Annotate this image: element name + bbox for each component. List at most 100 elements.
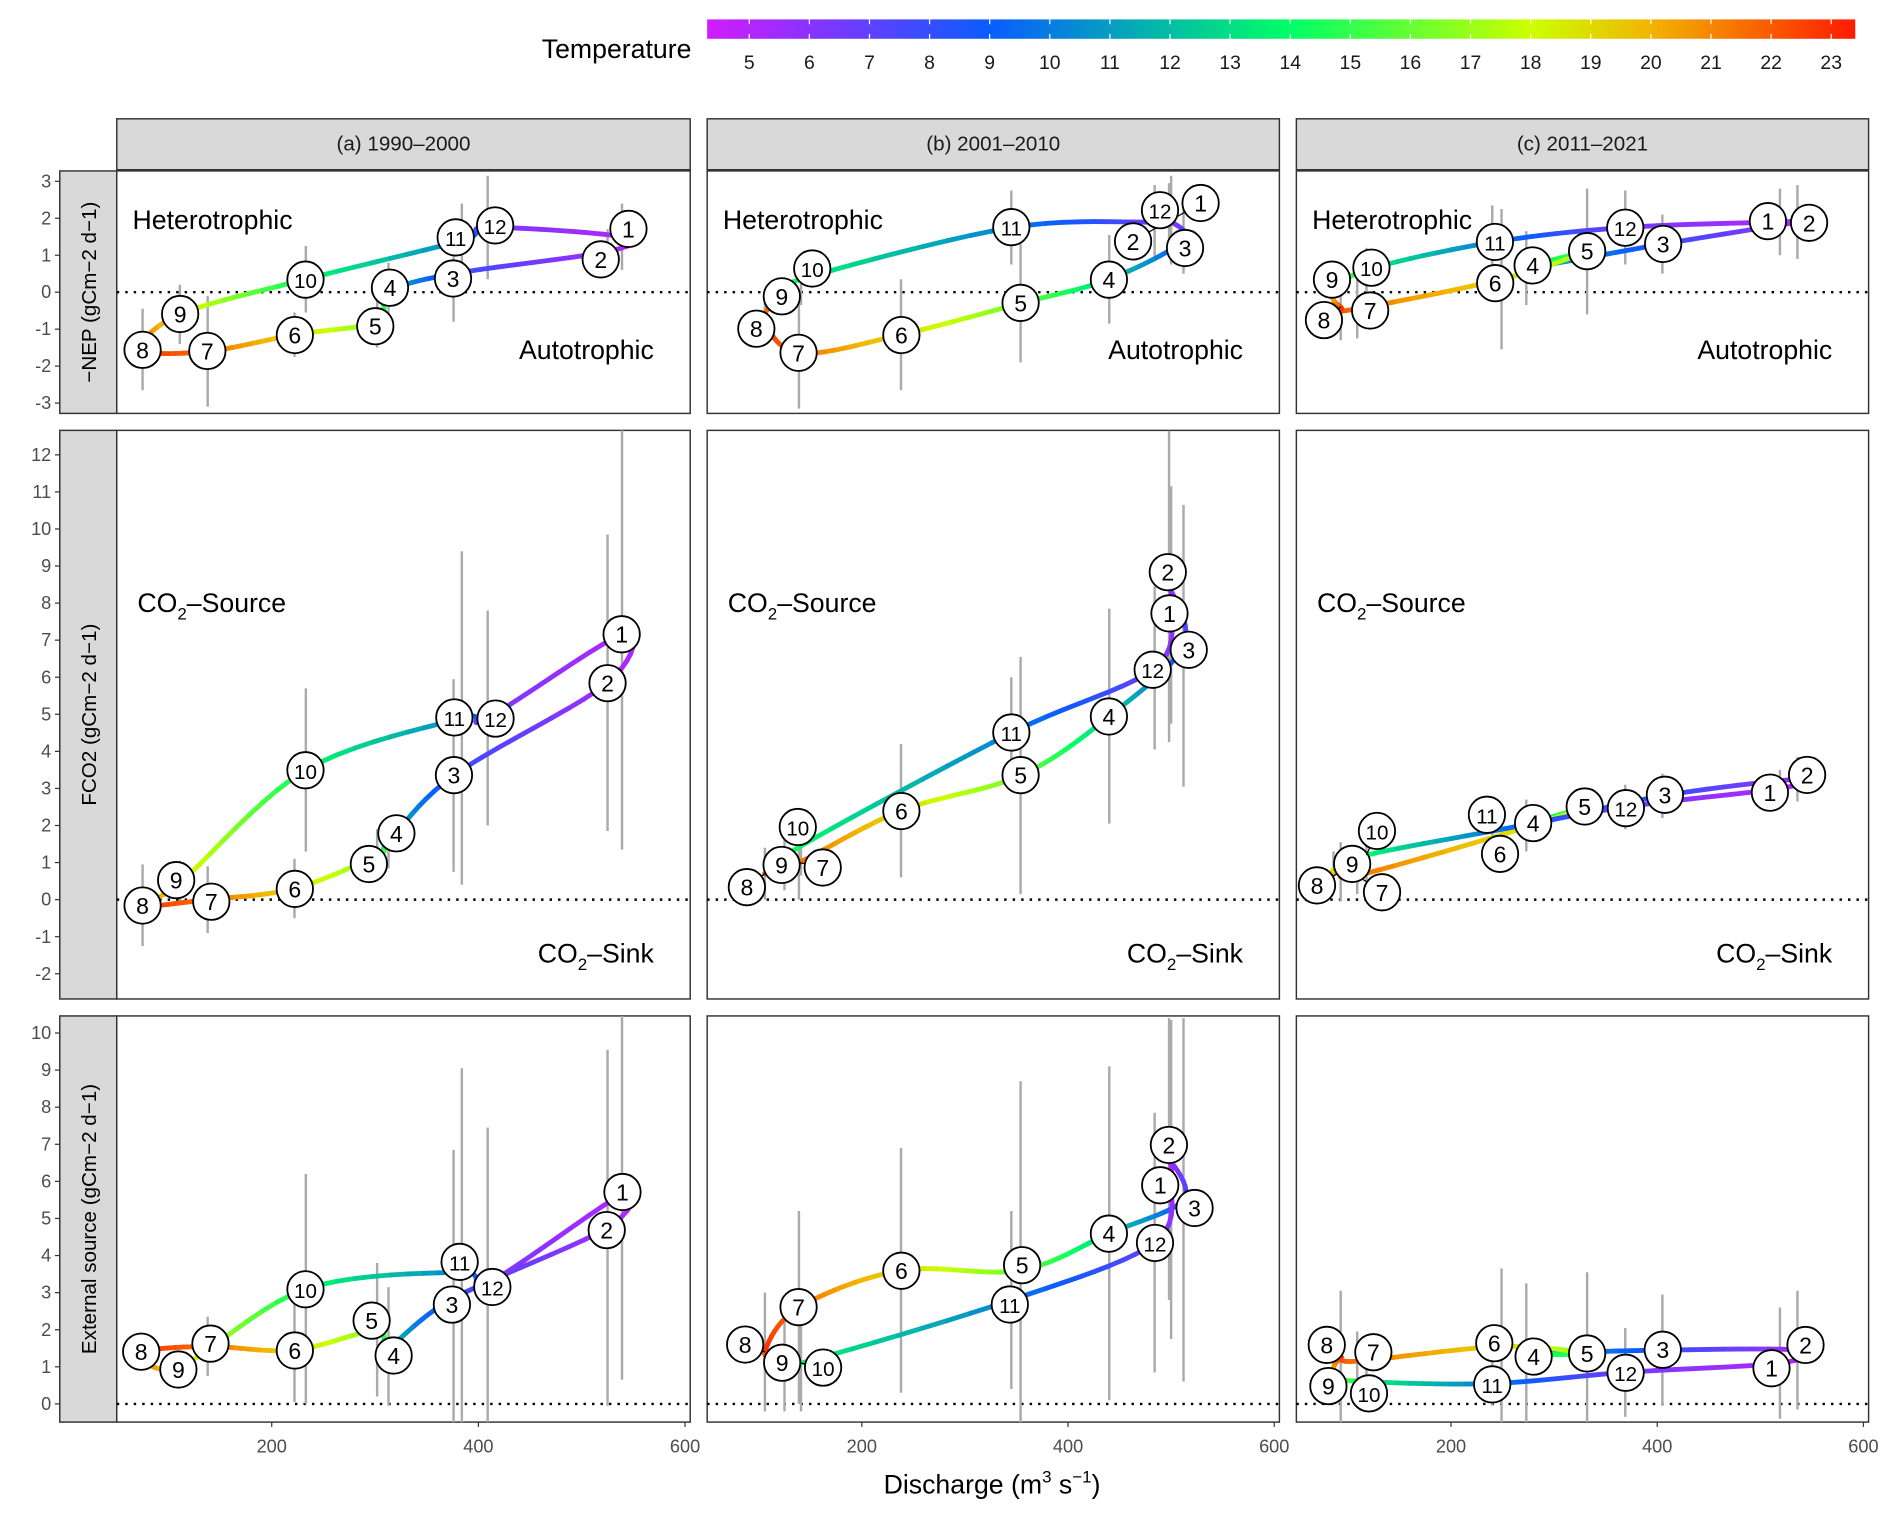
trajectory-segment — [586, 641, 606, 656]
month-marker: 7 — [191, 1324, 230, 1363]
month-marker: 8 — [122, 1332, 161, 1371]
y-tick-label: 7 — [41, 630, 51, 650]
trajectory-segment — [1026, 1285, 1049, 1297]
trajectory-segment — [522, 226, 544, 232]
trajectory-segment — [478, 264, 501, 272]
legend-title: Temperature — [542, 34, 692, 64]
y-tick-label: 5 — [41, 1209, 51, 1229]
trajectory-segment — [538, 1235, 560, 1252]
month-label: 1 — [1763, 780, 1776, 806]
source-label: CO2–Source — [1317, 588, 1466, 623]
month-marker: 2 — [588, 664, 627, 703]
colorbar-tick-label: 11 — [1100, 52, 1120, 74]
trajectory-segment — [531, 1251, 555, 1265]
month-label: 8 — [135, 1339, 148, 1365]
month-marker: 12 — [473, 1267, 512, 1307]
y-tick-label: 3 — [41, 778, 51, 798]
month-label: 6 — [288, 1338, 301, 1364]
trajectory-segment — [334, 1276, 357, 1284]
trajectory-segment — [1456, 283, 1477, 292]
month-label: 9 — [174, 301, 187, 327]
month-label: 7 — [1364, 298, 1377, 324]
month-label: 2 — [1801, 762, 1814, 788]
trajectory-segment — [1671, 1366, 1695, 1372]
month-label: 1 — [1765, 1356, 1778, 1382]
trajectory-segment — [871, 250, 901, 262]
month-label: 10 — [294, 761, 317, 784]
month-label: 1 — [622, 216, 635, 242]
row-strip: FCO2 (gCm−2 d−1) — [59, 429, 118, 1000]
month-marker: 1 — [1750, 773, 1789, 812]
trajectory-segment — [246, 799, 266, 818]
month-marker: 12 — [1606, 789, 1645, 828]
month-label: 7 — [1376, 880, 1389, 906]
month-marker: 4 — [1514, 1337, 1553, 1376]
y-tick-label: 10 — [31, 519, 51, 539]
month-marker: 12 — [1133, 650, 1172, 689]
month-label: 10 — [294, 270, 317, 293]
y-tick-label: -3 — [35, 393, 51, 413]
month-marker: 10 — [778, 807, 817, 847]
month-label: 3 — [1656, 1337, 1669, 1363]
month-label: 6 — [1489, 271, 1502, 297]
trajectory-segment — [334, 264, 357, 274]
month-marker: 12 — [1606, 208, 1645, 247]
month-label: 7 — [204, 1331, 217, 1357]
month-label: 8 — [750, 316, 763, 342]
month-label: 9 — [170, 868, 183, 894]
colorbar-tick-label: 6 — [804, 52, 815, 74]
colorbar-tick-label: 17 — [1460, 52, 1482, 74]
month-label: 6 — [895, 323, 908, 349]
month-marker: 2 — [1786, 1325, 1825, 1365]
trajectory-segment — [260, 1299, 280, 1314]
y-axis-title: FCO2 (gCm−2 d−1) — [78, 624, 101, 806]
trajectory-segment — [1043, 707, 1066, 720]
trajectory-segment — [421, 244, 441, 253]
colorbar-tick-label: 18 — [1520, 52, 1542, 74]
colorbar-tick-label: 7 — [864, 52, 875, 74]
x-tick-label: 400 — [1642, 1436, 1672, 1456]
month-marker: 7 — [192, 882, 231, 921]
trajectory-segment — [260, 787, 280, 805]
month-label: 8 — [136, 893, 149, 919]
month-marker: 8 — [727, 868, 766, 907]
y-tick-label: 3 — [41, 1283, 51, 1303]
trajectory-segment — [566, 696, 587, 711]
trajectory-segment — [1439, 845, 1461, 855]
month-label: 4 — [1526, 253, 1539, 279]
month-label: 5 — [1578, 794, 1591, 820]
x-tick-label: 600 — [1848, 1436, 1878, 1456]
month-label: 5 — [1581, 239, 1594, 265]
trajectory-segment — [352, 739, 375, 751]
month-marker: 2 — [587, 1210, 626, 1250]
month-marker: 7 — [779, 333, 818, 372]
y-tick-label: 1 — [41, 853, 51, 873]
month-label: 12 — [484, 216, 507, 239]
month-marker: 1 — [1170, 183, 1220, 223]
source-label: Heterotrophic — [723, 205, 883, 235]
trajectory-segment — [1671, 221, 1695, 228]
month-label: 8 — [740, 875, 753, 901]
month-marker: 11 — [435, 698, 474, 737]
trajectory-segment — [920, 763, 950, 782]
month-label: 12 — [1614, 218, 1637, 241]
trajectory-segment — [387, 1271, 410, 1278]
month-label: 9 — [1326, 267, 1339, 293]
trajectory-segment — [1724, 1363, 1746, 1370]
month-marker: 6 — [1476, 264, 1515, 303]
month-marker: 1 — [1141, 1166, 1180, 1205]
month-marker: 11 — [992, 713, 1031, 752]
trajectory-segment — [1043, 219, 1066, 226]
trajectory-segment — [232, 1317, 252, 1333]
trajectory-segment — [522, 681, 544, 698]
trajectory-segment — [571, 229, 592, 236]
month-label: 7 — [201, 338, 214, 364]
trajectory-segment — [1707, 1364, 1730, 1371]
facet-strip: (a) 1990–2000 — [116, 118, 691, 171]
month-label: 12 — [484, 709, 507, 732]
trajectory-segment — [1026, 220, 1049, 228]
trajectory-segment — [1060, 1274, 1082, 1285]
y-tick-label: 6 — [41, 667, 51, 687]
